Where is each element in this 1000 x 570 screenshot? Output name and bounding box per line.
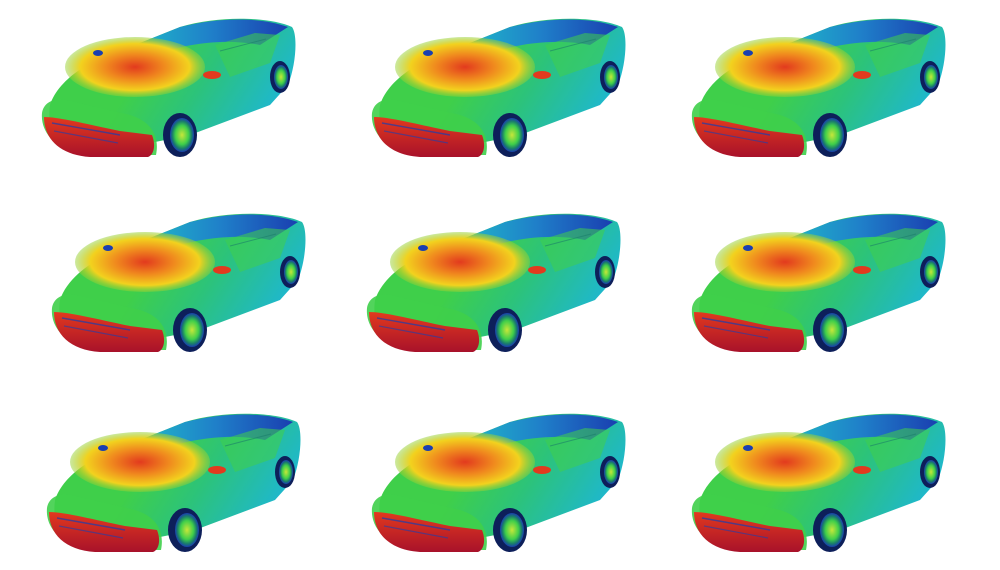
car-pressure-map-5	[366, 213, 621, 352]
car-render-4	[40, 200, 310, 370]
car-render-6	[680, 200, 950, 370]
car-pressure-map-9	[691, 413, 946, 552]
car-render-3	[680, 5, 950, 175]
car-pressure-map-6	[691, 213, 946, 352]
car-render-9	[680, 400, 950, 570]
car-pressure-map-8	[371, 413, 626, 552]
car-render-8	[360, 400, 630, 570]
car-pressure-map-1	[41, 18, 296, 157]
car-pressure-map-7	[46, 413, 301, 552]
car-render-7	[35, 400, 305, 570]
car-render-1	[30, 5, 300, 175]
car-render-5	[355, 200, 625, 370]
car-pressure-map-2	[371, 18, 626, 157]
car-pressure-map-3	[691, 18, 946, 157]
car-pressure-map-4	[51, 213, 306, 352]
car-render-2	[360, 5, 630, 175]
